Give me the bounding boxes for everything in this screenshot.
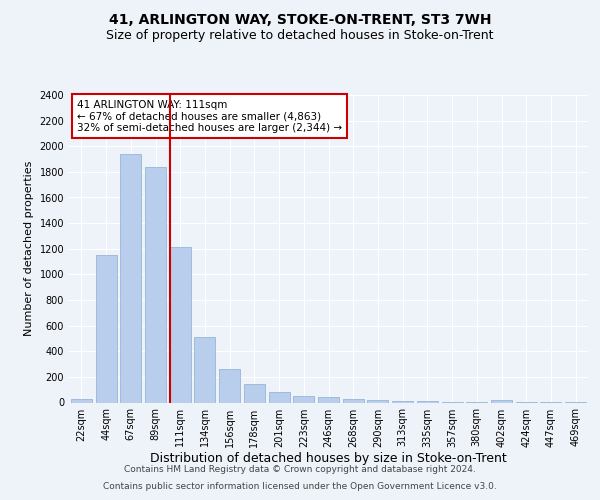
Bar <box>491 400 512 402</box>
Bar <box>318 397 339 402</box>
Text: Size of property relative to detached houses in Stoke-on-Trent: Size of property relative to detached ho… <box>106 29 494 42</box>
Y-axis label: Number of detached properties: Number of detached properties <box>24 161 34 336</box>
Bar <box>293 396 314 402</box>
Bar <box>269 392 290 402</box>
Bar <box>71 398 92 402</box>
Bar <box>120 154 141 402</box>
Text: Contains HM Land Registry data © Crown copyright and database right 2024.: Contains HM Land Registry data © Crown c… <box>124 465 476 474</box>
Bar <box>145 167 166 402</box>
Bar <box>367 400 388 402</box>
X-axis label: Distribution of detached houses by size in Stoke-on-Trent: Distribution of detached houses by size … <box>150 452 507 466</box>
Text: 41, ARLINGTON WAY, STOKE-ON-TRENT, ST3 7WH: 41, ARLINGTON WAY, STOKE-ON-TRENT, ST3 7… <box>109 12 491 26</box>
Bar <box>194 337 215 402</box>
Bar <box>170 248 191 402</box>
Text: 41 ARLINGTON WAY: 111sqm
← 67% of detached houses are smaller (4,863)
32% of sem: 41 ARLINGTON WAY: 111sqm ← 67% of detach… <box>77 100 342 133</box>
Text: Contains public sector information licensed under the Open Government Licence v3: Contains public sector information licen… <box>103 482 497 491</box>
Bar <box>392 401 413 402</box>
Bar <box>244 384 265 402</box>
Bar <box>219 368 240 402</box>
Bar <box>95 255 116 402</box>
Bar <box>343 398 364 402</box>
